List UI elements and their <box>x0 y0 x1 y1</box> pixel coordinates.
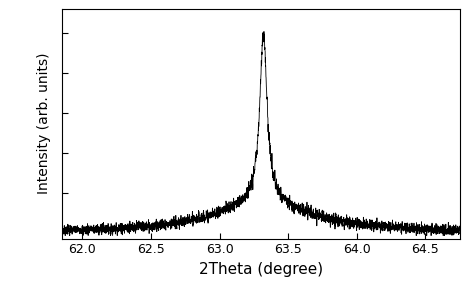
Y-axis label: Intensity (arb. units): Intensity (arb. units) <box>37 53 51 194</box>
X-axis label: 2Theta (degree): 2Theta (degree) <box>199 262 323 277</box>
